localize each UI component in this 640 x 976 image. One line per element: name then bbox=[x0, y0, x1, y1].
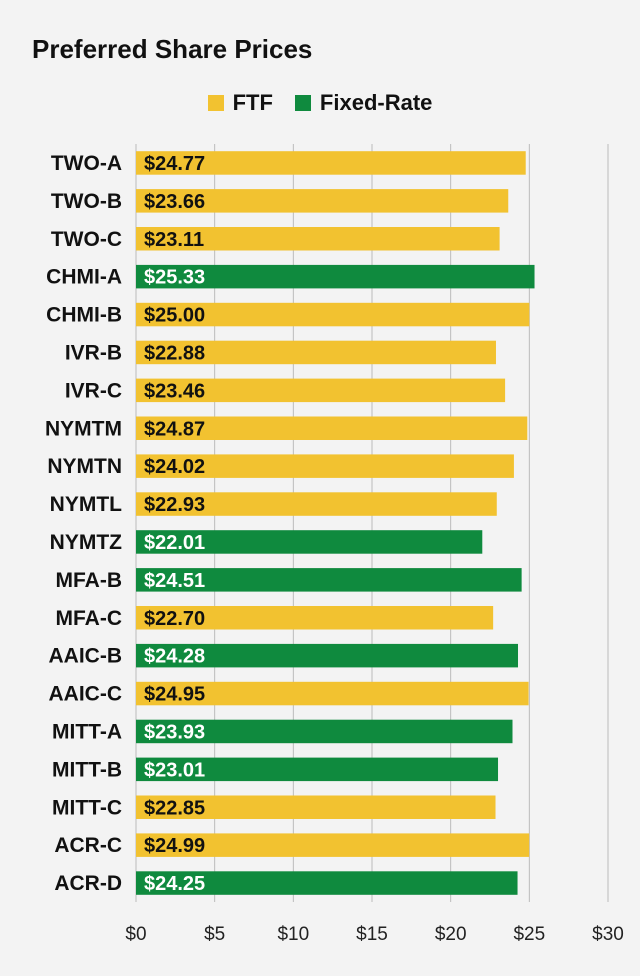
bar bbox=[136, 264, 535, 289]
bar bbox=[136, 681, 529, 706]
bar-value-label: $23.93 bbox=[144, 721, 205, 743]
bar-value-label: $22.01 bbox=[144, 532, 205, 554]
bar-value-label: $24.02 bbox=[144, 456, 205, 478]
bar bbox=[136, 719, 513, 744]
category-label: TWO-B bbox=[51, 190, 122, 213]
category-label: MFA-B bbox=[56, 569, 123, 592]
x-tick-label: $10 bbox=[277, 924, 309, 945]
category-label: ACR-C bbox=[54, 834, 122, 857]
bar-value-label: $24.95 bbox=[144, 684, 205, 706]
category-label: AAIC-B bbox=[49, 645, 123, 668]
category-label: AAIC-C bbox=[49, 683, 123, 706]
bar-value-label: $24.87 bbox=[144, 418, 205, 440]
bar-value-label: $25.33 bbox=[144, 267, 205, 289]
category-label: IVR-B bbox=[65, 341, 122, 364]
category-label: MITT-A bbox=[52, 720, 122, 743]
category-label: NYMTN bbox=[47, 455, 122, 478]
bar bbox=[136, 568, 522, 592]
category-label: ACR-D bbox=[54, 872, 122, 895]
category-label: NYMTL bbox=[50, 493, 122, 516]
bar-value-label: $24.25 bbox=[144, 873, 205, 895]
bar bbox=[136, 492, 497, 516]
bar bbox=[136, 189, 509, 213]
chart-title: Preferred Share Prices bbox=[32, 34, 313, 64]
bar-value-label: $22.93 bbox=[144, 494, 205, 516]
legend-swatch-fixed-rate bbox=[294, 95, 311, 111]
bar bbox=[136, 227, 500, 251]
bar-value-label: $23.11 bbox=[144, 229, 204, 251]
bar bbox=[136, 795, 496, 819]
bar-value-label: $23.46 bbox=[144, 380, 205, 402]
x-tick-label: $0 bbox=[125, 924, 146, 945]
legend-swatch-ftf bbox=[207, 95, 224, 111]
bar-value-label: $22.70 bbox=[144, 608, 205, 630]
x-tick-label: $30 bbox=[592, 924, 624, 945]
bar bbox=[136, 378, 506, 403]
x-tick-label: $15 bbox=[356, 924, 388, 945]
legend-item-fixed-rate: Fixed-Rate bbox=[294, 90, 433, 116]
bar bbox=[136, 416, 528, 440]
bar-value-label: $25.00 bbox=[144, 305, 205, 327]
bar bbox=[136, 643, 519, 668]
bar-value-label: $24.77 bbox=[144, 153, 205, 175]
bar bbox=[136, 833, 530, 857]
category-label: IVR-C bbox=[65, 379, 122, 402]
category-label: CHMI-A bbox=[46, 266, 122, 289]
bar-value-label: $23.01 bbox=[144, 759, 205, 781]
bar bbox=[136, 606, 494, 630]
category-label: NYMTM bbox=[45, 417, 122, 440]
bar-value-label: $23.66 bbox=[144, 191, 205, 213]
bar-value-label: $24.28 bbox=[144, 646, 205, 668]
x-tick-label: $5 bbox=[204, 924, 225, 945]
bar bbox=[136, 340, 496, 365]
category-label: MITT-B bbox=[52, 758, 122, 781]
bar bbox=[136, 454, 514, 478]
category-label: MITT-C bbox=[52, 796, 122, 819]
legend-item-ftf: FTF bbox=[207, 90, 273, 116]
category-label: CHMI-B bbox=[46, 304, 122, 327]
x-tick-label: $25 bbox=[513, 924, 545, 945]
bar-value-label: $24.51 bbox=[144, 570, 205, 592]
category-label: TWO-A bbox=[51, 152, 122, 175]
category-label: MFA-C bbox=[56, 607, 123, 630]
bar bbox=[136, 151, 526, 175]
bar-value-label: $24.99 bbox=[144, 835, 205, 857]
bar bbox=[136, 757, 499, 782]
bar-value-label: $22.88 bbox=[144, 342, 205, 364]
bar bbox=[136, 302, 530, 327]
legend: FTF Fixed-Rate bbox=[0, 90, 640, 116]
legend-label-ftf: FTF bbox=[232, 90, 273, 115]
bar bbox=[136, 530, 483, 554]
x-tick-label: $20 bbox=[435, 924, 467, 945]
category-label: NYMTZ bbox=[50, 531, 122, 554]
category-label: TWO-C bbox=[51, 228, 122, 251]
legend-label-fixed-rate: Fixed-Rate bbox=[319, 90, 433, 115]
bar-value-label: $22.85 bbox=[144, 797, 205, 819]
bar bbox=[136, 871, 518, 895]
